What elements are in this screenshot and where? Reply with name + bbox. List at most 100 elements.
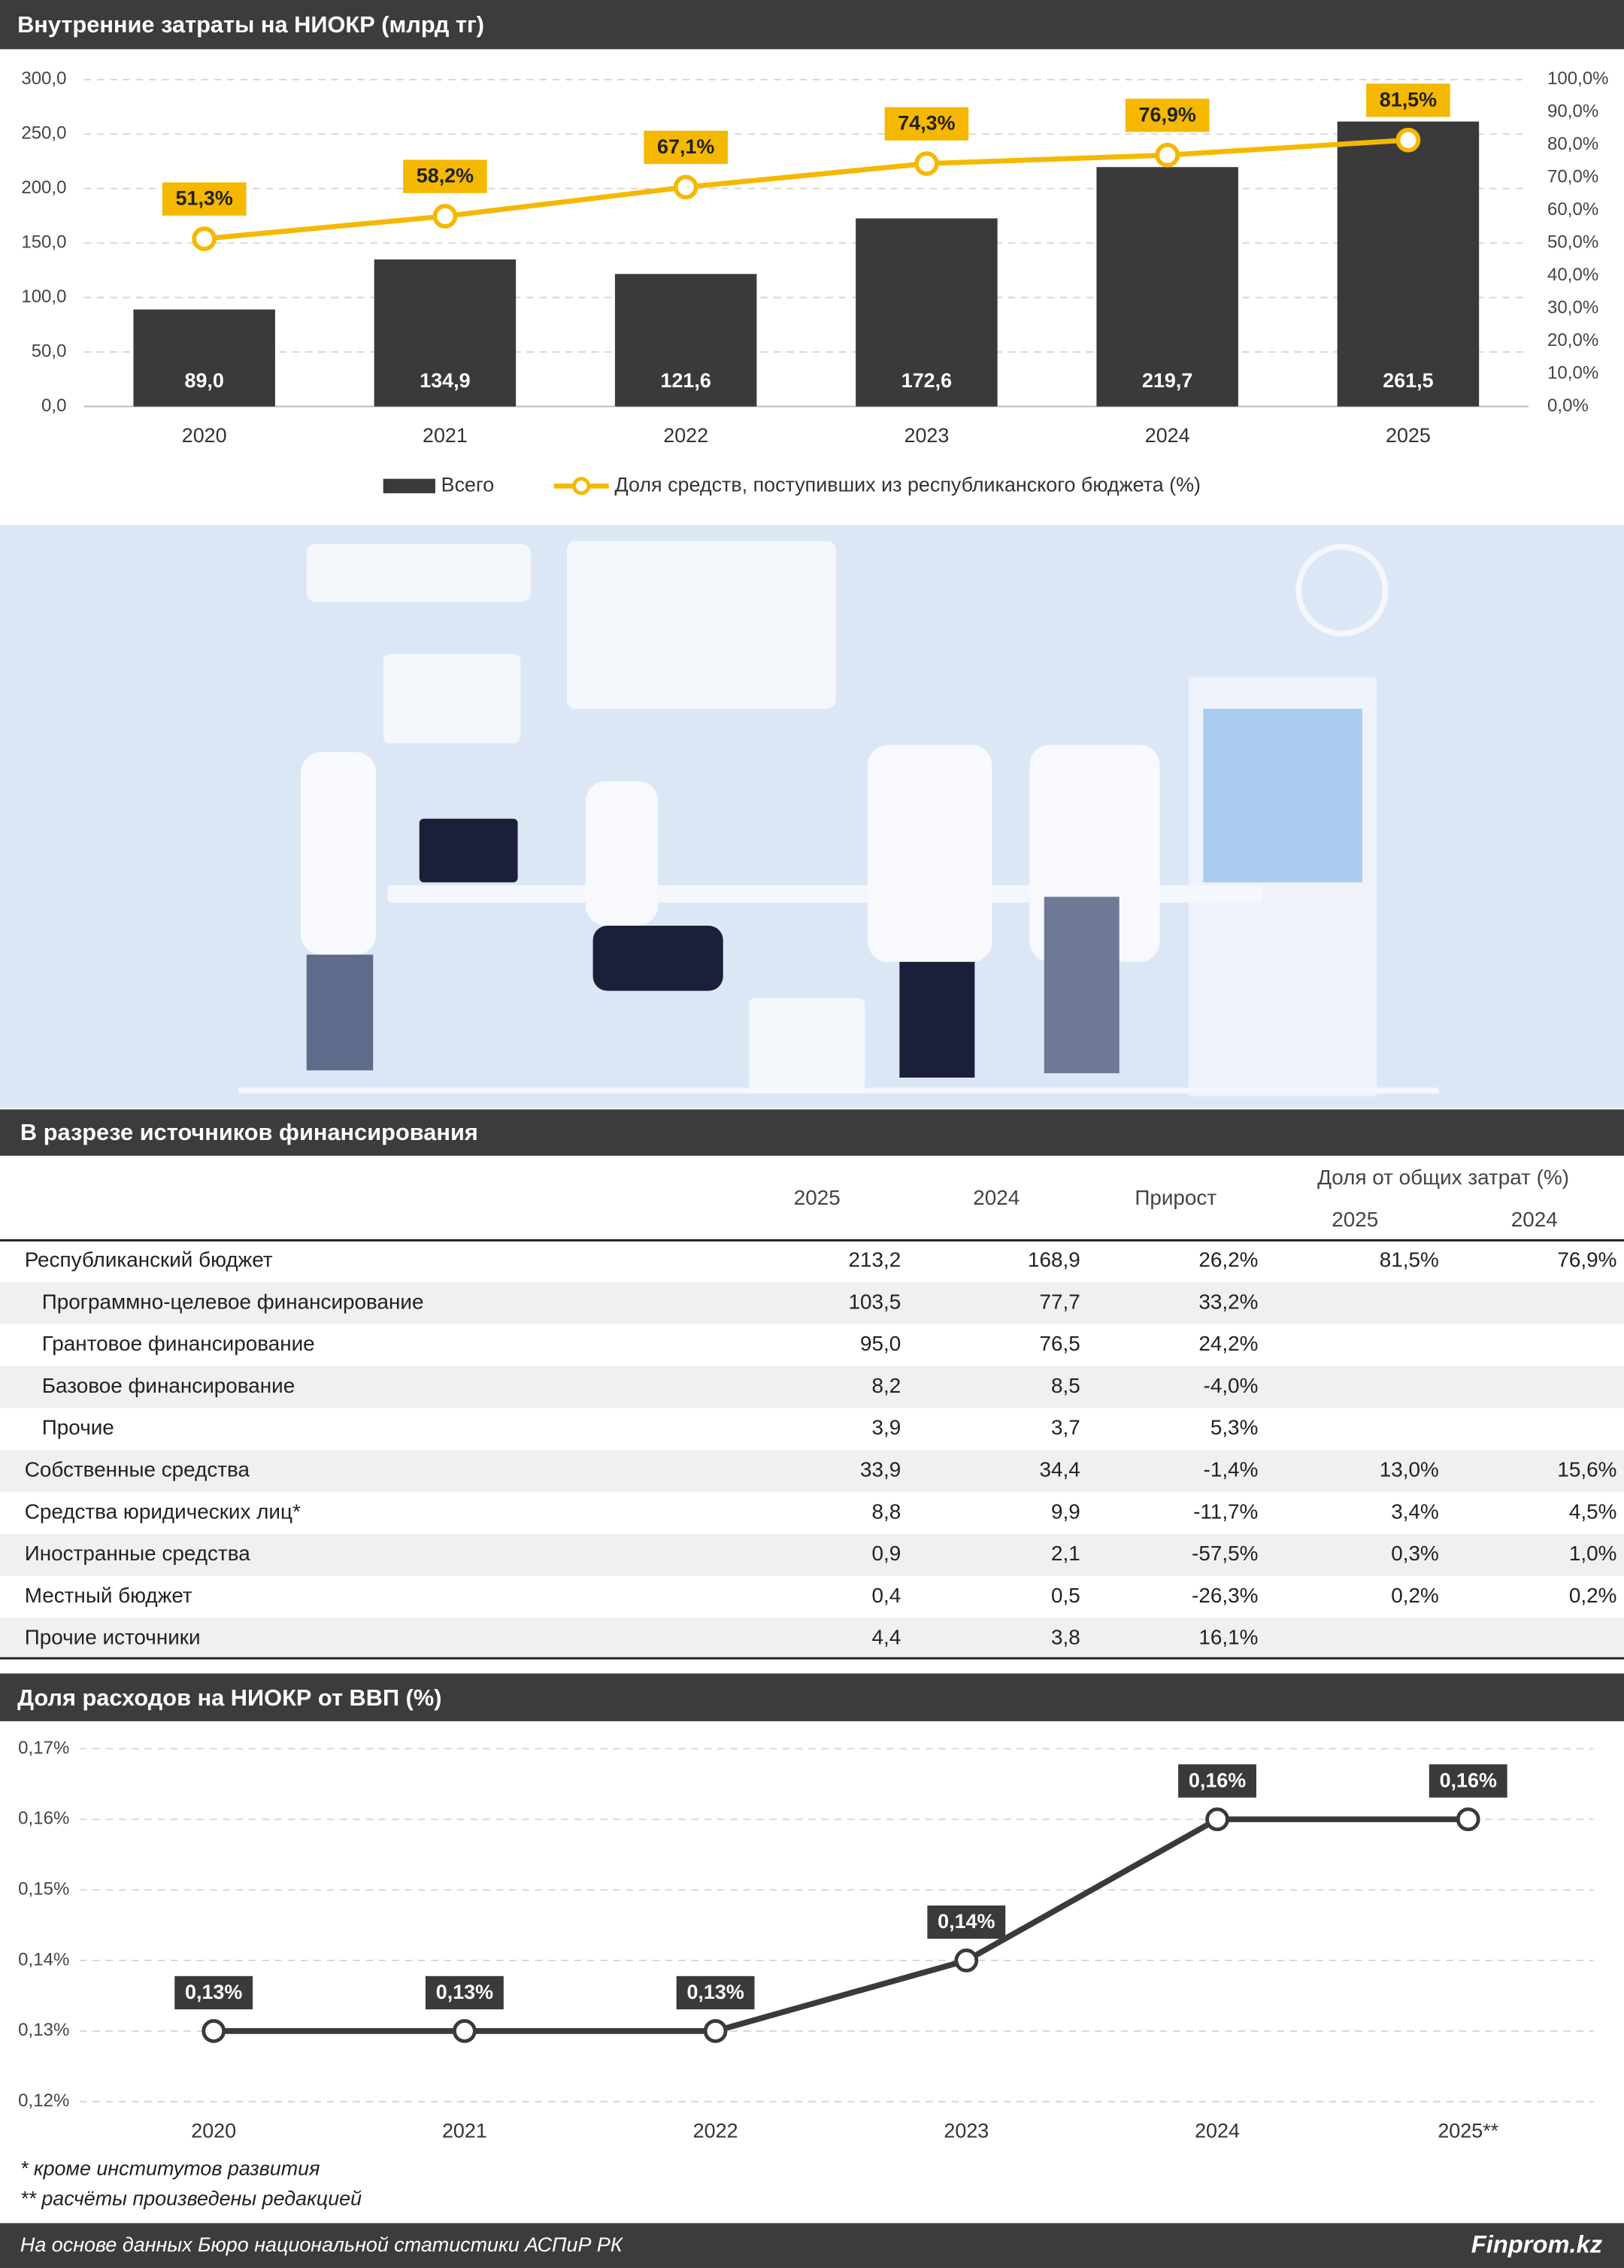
bar — [133, 309, 275, 407]
point — [201, 2019, 226, 2043]
table-cell: 0,2% — [1569, 1584, 1617, 1607]
table-cell: -26,3% — [1192, 1584, 1258, 1607]
data-label-box — [676, 1975, 755, 2010]
clock — [1295, 544, 1389, 637]
y-tick-label: 100,0% — [1547, 68, 1609, 89]
data-label: 134,9 — [420, 369, 470, 392]
y-tick-label: 0,13% — [18, 2020, 69, 2040]
table-cell: 0,5 — [1051, 1584, 1080, 1607]
column-header: Прирост — [1135, 1186, 1216, 1209]
point — [1395, 127, 1421, 153]
column-group-header: Доля от общих затрат (%) — [1317, 1166, 1569, 1189]
table-cell: 3,4% — [1391, 1499, 1439, 1523]
data-label-box — [644, 130, 728, 165]
y-tick-label: 0,17% — [18, 1738, 69, 1758]
table-cell: 95,0 — [860, 1332, 901, 1355]
point — [192, 226, 217, 251]
y-tick-label: 30,0% — [1547, 297, 1598, 317]
header-bar — [0, 0, 1624, 50]
table-cell: -11,7% — [1193, 1499, 1258, 1523]
data-label: 0,14% — [938, 1910, 995, 1933]
point — [453, 2019, 477, 2043]
data-label: 121,6 — [661, 369, 711, 392]
table-cell: 81,5% — [1380, 1248, 1439, 1272]
stool — [749, 998, 865, 1091]
bar — [374, 259, 517, 407]
y-tick-label: 10,0% — [1547, 362, 1598, 383]
x-tick-label: 2021 — [442, 2119, 487, 2142]
y-tick-label: 0,14% — [18, 1949, 69, 1969]
point — [673, 174, 698, 200]
header-bar — [0, 1109, 1624, 1156]
table-cell: 0,9 — [872, 1542, 901, 1565]
table-cell: 15,6% — [1557, 1458, 1616, 1481]
table-cell: 3,7 — [1051, 1416, 1080, 1439]
y-tick-label: 90,0% — [1547, 102, 1598, 122]
legend-swatch — [572, 477, 591, 496]
row-label: Иностранные средства — [25, 1542, 251, 1565]
y-tick-label: 40,0% — [1547, 265, 1598, 285]
x-tick-label: 2025** — [1438, 2119, 1498, 2142]
table-cell: 33,9 — [860, 1458, 901, 1481]
y-tick-label: 0,16% — [18, 1809, 69, 1829]
person — [585, 781, 659, 926]
line — [204, 137, 1409, 241]
row-label: Программно-целевое финансирование — [42, 1290, 424, 1313]
x-tick-label: 2023 — [904, 424, 950, 447]
row-band — [0, 1366, 1624, 1408]
point — [1205, 1807, 1229, 1832]
x-tick-label: 2021 — [423, 424, 468, 447]
legend-label: Доля средств, поступивших из республикан… — [614, 473, 1201, 496]
table-cell: -57,5% — [1192, 1542, 1258, 1565]
y-tick-label: 0,12% — [18, 2091, 69, 2111]
data-label-box — [927, 1905, 1006, 1939]
data-label: 0,13% — [185, 1981, 242, 2003]
table-cell: 1,0% — [1569, 1542, 1617, 1565]
table-cell: 2,1 — [1051, 1542, 1080, 1565]
y-tick-label: 300,0 — [21, 68, 66, 89]
data-label: 0,13% — [686, 1981, 744, 2003]
illustration — [0, 525, 1624, 1108]
column-header: 2024 — [973, 1186, 1020, 1209]
person-legs — [1044, 896, 1120, 1074]
point — [432, 204, 458, 229]
data-label-box — [1125, 99, 1210, 132]
data-label-box — [403, 159, 487, 193]
row-label: Местный бюджет — [25, 1584, 192, 1607]
legend-label: Всего — [441, 473, 495, 496]
header-bar — [0, 1673, 1624, 1721]
table-cell: 103,5 — [849, 1290, 901, 1313]
column-header: 2024 — [1511, 1208, 1558, 1231]
y-tick-label: 0,0% — [1547, 396, 1589, 416]
data-label-box — [425, 1975, 504, 2010]
row-band — [0, 1533, 1624, 1576]
bar — [614, 274, 757, 407]
chart-title: Внутренние затраты на НИОКР (млрд тг) — [17, 11, 484, 38]
table-cell: -1,4% — [1204, 1458, 1259, 1481]
point — [1456, 1807, 1480, 1832]
data-label: 0,16% — [1440, 1769, 1497, 1791]
table-cell: 34,4 — [1040, 1458, 1080, 1481]
data-label-box — [1366, 83, 1450, 117]
table-cell: 168,9 — [1028, 1248, 1080, 1272]
legend-swatch — [383, 478, 435, 493]
y-tick-label: 20,0% — [1547, 330, 1598, 350]
y-tick-label: 50,0% — [1547, 232, 1598, 253]
x-tick-label: 2022 — [663, 424, 708, 447]
person-legs — [592, 926, 723, 991]
table-cell: 13,0% — [1380, 1458, 1439, 1481]
y-tick-label: 70,0% — [1547, 167, 1598, 187]
table-cell: 0,3% — [1391, 1542, 1439, 1565]
row-band — [0, 1450, 1624, 1493]
y-tick-label: 100,0 — [21, 287, 66, 307]
footer-bar — [0, 2223, 1624, 2268]
data-label-box — [1178, 1764, 1256, 1798]
data-label: 58,2% — [417, 165, 474, 187]
table-cell: -4,0% — [1204, 1374, 1259, 1397]
data-label: 219,7 — [1142, 369, 1192, 392]
chart-title: Доля расходов на НИОКР от ВВП (%) — [17, 1684, 441, 1711]
table-cell: 24,2% — [1198, 1332, 1258, 1355]
cabinet-glass — [1203, 708, 1362, 883]
bar — [856, 218, 998, 407]
